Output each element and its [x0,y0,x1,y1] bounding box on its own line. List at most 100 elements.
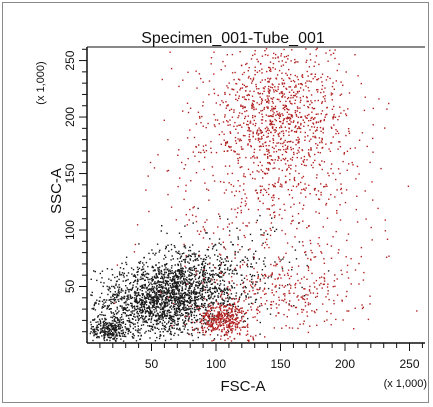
data-point [291,156,294,159]
data-point [263,232,265,234]
data-point [295,165,297,167]
data-point [166,282,169,285]
data-point [248,75,250,78]
data-point [225,189,227,191]
data-point [163,300,165,303]
data-point [278,296,280,299]
data-point [155,310,158,312]
data-point [169,51,171,53]
data-point [270,276,273,278]
data-point [312,77,314,80]
data-point [124,292,127,294]
data-point [326,217,329,219]
data-point [113,313,115,315]
data-point [237,157,239,160]
data-point [166,315,168,317]
data-point [289,86,292,88]
data-point [131,296,133,299]
data-point [116,264,119,266]
data-point [204,298,206,300]
data-point [106,325,108,327]
data-point [191,267,193,269]
data-point [174,332,176,335]
data-point [199,307,201,310]
data-point [255,108,257,110]
data-point [119,305,121,307]
data-point [108,304,110,307]
data-point [180,282,182,284]
data-point [310,73,312,75]
data-point [233,282,235,284]
data-point [183,298,186,300]
data-point [169,277,171,279]
data-point [154,282,156,285]
data-point [106,305,109,307]
data-point [168,296,171,299]
data-point [108,329,111,331]
data-point [320,76,322,79]
data-point [198,282,200,285]
data-point [298,90,300,92]
data-point [216,259,219,261]
data-point [114,323,116,326]
data-point [191,318,193,321]
data-point [207,320,209,322]
data-point [93,304,95,307]
data-point [244,285,246,288]
data-point [269,304,272,306]
data-point [147,297,149,299]
data-point [159,335,161,338]
data-point [290,164,292,166]
data-point [346,310,348,312]
data-point [173,308,176,310]
data-point [100,281,102,284]
data-point [231,260,233,262]
data-point [266,106,268,108]
data-point [185,190,187,192]
data-point [197,270,199,272]
data-point [272,126,274,129]
data-point [118,332,121,334]
data-point [215,322,217,324]
data-point [161,315,163,317]
data-point [196,87,198,89]
data-point [227,300,229,302]
data-point [297,92,299,94]
data-point [239,124,242,126]
data-point [247,129,249,132]
data-point [129,295,132,297]
data-point [169,270,172,273]
data-point [303,320,305,322]
data-point [320,130,322,132]
data-point [309,103,311,106]
data-point [273,264,275,267]
data-point [162,307,165,310]
data-point [200,257,202,260]
data-point [236,227,238,229]
data-point [265,130,267,133]
data-point [141,293,143,295]
data-point [178,85,180,88]
data-point [213,113,215,116]
data-point [244,326,247,328]
data-point [204,309,207,311]
data-point [150,303,152,305]
data-point [322,146,324,149]
data-point [223,272,225,275]
data-point [218,213,220,215]
data-point [319,164,321,166]
data-point [164,248,167,250]
data-point [229,324,231,327]
data-point [306,100,308,103]
data-point [119,267,122,269]
data-point [322,226,324,228]
data-point [198,144,200,146]
data-point [136,300,138,302]
data-point [194,298,196,300]
data-point [372,137,374,140]
data-point [162,312,165,314]
data-point [241,126,243,128]
data-point [258,70,261,72]
data-point [174,303,176,306]
data-point [176,252,178,254]
